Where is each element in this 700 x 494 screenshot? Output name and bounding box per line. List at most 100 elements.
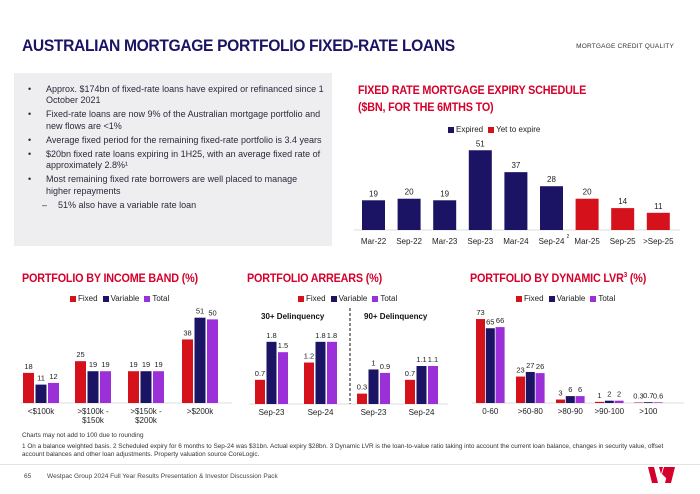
tick-label: >$100k -: [77, 407, 109, 416]
bar-variable: [194, 317, 206, 403]
bar-total: [48, 382, 59, 403]
bar-fixed: [182, 339, 193, 403]
data-label: 1.5: [278, 341, 288, 350]
legend-item-fixed: Fixed: [516, 294, 544, 303]
bar-total: [535, 373, 545, 403]
legend-item-total: Total: [144, 294, 169, 303]
tick-label: Mar-22: [361, 237, 387, 246]
tick-label: Sep-22: [396, 237, 422, 246]
tick-label: >80-90: [558, 407, 584, 416]
bar-fixed: [23, 372, 34, 403]
bullet-item: Fixed-rate loans are now 9% of the Austr…: [28, 109, 324, 131]
data-label: 25: [76, 350, 84, 359]
expiry-bar: [362, 200, 385, 230]
data-label: 51: [476, 139, 485, 148]
expiry-bar: [611, 208, 635, 230]
legend-label: Total: [380, 294, 398, 303]
data-label: 19: [89, 360, 97, 369]
expiry-chart-title: FIXED RATE MORTGAGE EXPIRY SCHEDULE: [358, 83, 587, 97]
data-label: 50: [208, 308, 216, 317]
tick-label: <$100k: [28, 407, 55, 416]
bar-variable: [643, 402, 653, 403]
data-label: 66: [496, 316, 504, 325]
expiry-bar: [646, 212, 670, 230]
data-label: 20: [583, 188, 592, 197]
bar-fixed: [128, 371, 139, 403]
data-label: 65: [486, 317, 494, 326]
legend-swatch: [590, 295, 597, 302]
legend-label: Fixed: [524, 294, 544, 303]
data-label: 38: [183, 328, 191, 337]
data-label: 2: [617, 390, 621, 399]
bar-variable: [368, 369, 379, 404]
data-label: 1: [371, 358, 375, 367]
data-label: 2: [607, 390, 611, 399]
bar-variable: [416, 366, 427, 404]
bar-total: [653, 402, 663, 403]
data-label: 11: [654, 202, 663, 211]
tick-label: Sep-23: [467, 237, 493, 246]
bar-fixed: [304, 362, 314, 404]
tick-label: >Sep-25: [643, 237, 674, 246]
bar-total: [100, 371, 111, 403]
legend-label: Total: [152, 294, 170, 303]
legend-item-variable: Variable: [102, 294, 139, 303]
legend-item-fixed: Fixed: [298, 294, 326, 303]
data-label: 0.7: [255, 369, 265, 378]
data-label: 1: [597, 391, 601, 400]
tick-label: Sep-24: [539, 237, 565, 246]
bullet-item: Most remaining fixed rate borrowers are …: [28, 174, 324, 196]
legend-swatch: [298, 295, 304, 302]
westpac-logo-icon: [648, 467, 675, 483]
bullet-item: $20bn fixed rate loans expiring in 1H25,…: [28, 149, 324, 171]
tick-label: >100: [639, 407, 658, 416]
group-label-30: 30+ Delinquency: [261, 312, 325, 321]
tick-superscript: 2: [567, 234, 570, 240]
data-label: 19: [154, 360, 162, 369]
data-label: 37: [511, 161, 520, 170]
bar-fixed: [556, 399, 565, 403]
bar-variable: [87, 371, 99, 403]
data-label: 6: [568, 385, 572, 394]
bar-total: [495, 327, 505, 403]
legend-label: Total: [598, 294, 616, 303]
data-label: 19: [369, 189, 378, 198]
data-label: 19: [440, 189, 449, 198]
income-chart-title: PORTFOLIO BY INCOME BAND (%): [22, 271, 198, 285]
data-label: 6: [578, 385, 582, 394]
footer: 65 Westpac Group 2024 Full Year Results …: [24, 473, 278, 480]
legend-label: Fixed: [78, 294, 98, 303]
bar-fixed: [405, 379, 415, 404]
expiry-chart: 19 Mar-22 20 Sep-22 19 Mar-23 51 Sep-23 37 Mar-24…: [354, 139, 680, 246]
expiry-bar: [468, 150, 492, 230]
footer-text: Westpac Group 2024 Full Year Results Pre…: [47, 473, 278, 480]
legend-swatch: [372, 295, 379, 302]
group-label-90: 90+ Delinquency: [364, 312, 428, 321]
legend-yet-to-expire: Yet to expire: [488, 125, 540, 134]
legend-expired-label: Expired: [456, 125, 484, 134]
legend-swatch: [70, 295, 76, 302]
data-label: 27: [526, 361, 534, 370]
tick-label: $150k: [82, 416, 105, 425]
tick-label: >60-80: [518, 407, 544, 416]
expiry-bar: [433, 200, 457, 230]
arrears-chart-title: PORTFOLIO ARREARS (%): [247, 271, 383, 285]
bullet-item: Average fixed period for the remaining f…: [28, 135, 324, 146]
rounding-note: Charts may not add to 100 due to roundin…: [22, 432, 144, 439]
income-chart: 18 11 12 <$100k 25 19 19 >$100k -$150k 19 19 19 >$1…: [20, 307, 232, 425]
bar-total: [380, 372, 390, 404]
page-title: AUSTRALIAN MORTGAGE PORTFOLIO FIXED-RATE…: [22, 36, 455, 55]
bar-total: [327, 341, 337, 404]
data-label: 1.1: [416, 355, 426, 364]
legend-item-variable: Variable: [330, 294, 368, 303]
legend-swatch: [548, 295, 555, 302]
data-label: 0.3: [633, 392, 643, 401]
footer-divider: [0, 464, 700, 465]
expiry-chart-subtitle: ($BN, FOR THE 6MTHS TO): [358, 100, 494, 114]
bar-variable: [525, 371, 535, 403]
data-label: 1.8: [266, 331, 276, 340]
bar-fixed: [476, 319, 485, 403]
legend-label: Variable: [338, 294, 368, 303]
bar-total: [428, 366, 438, 404]
